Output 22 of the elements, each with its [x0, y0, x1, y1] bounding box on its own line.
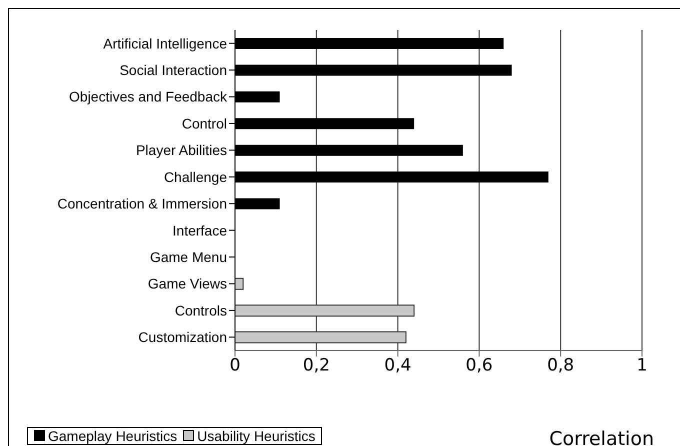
bar [235, 278, 244, 290]
x-tick-label: 0 [230, 356, 240, 376]
x-tick-label: 1 [636, 356, 648, 376]
x-tick-label: 0,8 [547, 356, 574, 376]
y-tick-label: Challenge [164, 168, 228, 185]
y-tick-label: Social Interaction [120, 62, 227, 78]
legend-label: Usability Heuristics [196, 428, 316, 444]
legend-label: Gameplay Heuristics [47, 428, 178, 444]
y-tick-label: Game Views [148, 276, 227, 292]
y-tick-label: Artificial Intelligence [103, 35, 228, 52]
y-tick-label: Interface [172, 222, 228, 238]
x-axis-title: Correlation [549, 428, 654, 446]
y-tick-label: Customization [138, 329, 227, 346]
x-tick-label: 0,2 [302, 356, 330, 376]
y-tick-label: Control [182, 115, 227, 132]
y-tick-label: Controls [174, 302, 227, 318]
x-tick-label: 0,4 [384, 356, 412, 376]
y-tick-label: Objectives and Feedback [69, 88, 228, 105]
y-tick-label: Game Menu [150, 248, 227, 265]
x-tick-label: 0,6 [466, 356, 493, 376]
y-tick-label: Player Abilities [136, 142, 227, 158]
y-tick-label: Concentration & Immersion [57, 196, 227, 212]
